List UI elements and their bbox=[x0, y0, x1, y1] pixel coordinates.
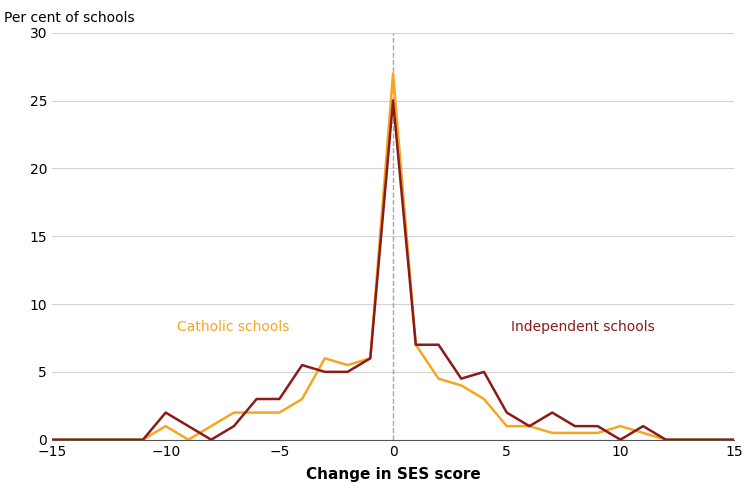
Text: Independent schools: Independent schools bbox=[511, 320, 655, 334]
Text: Per cent of schools: Per cent of schools bbox=[5, 10, 135, 25]
Text: Catholic schools: Catholic schools bbox=[177, 320, 290, 334]
X-axis label: Change in SES score: Change in SES score bbox=[305, 467, 480, 482]
